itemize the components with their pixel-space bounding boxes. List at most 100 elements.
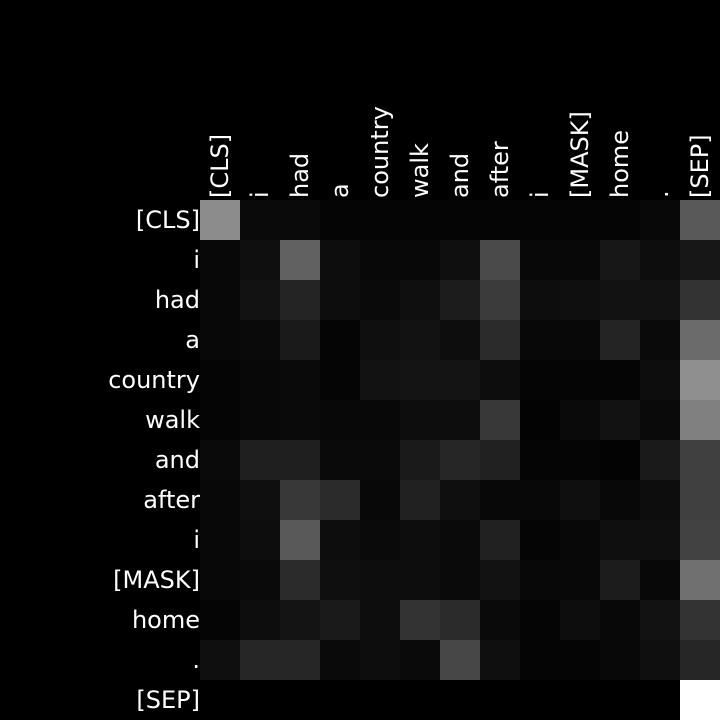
heatmap-cell bbox=[520, 280, 560, 320]
heatmap-cell bbox=[480, 440, 520, 480]
heatmap-cell bbox=[360, 320, 400, 360]
heatmap-cell bbox=[560, 440, 600, 480]
heatmap-cell bbox=[200, 440, 240, 480]
heatmap-cell bbox=[520, 200, 560, 240]
y-tick-label: walk bbox=[145, 406, 200, 434]
heatmap-cell bbox=[440, 200, 480, 240]
x-tick-label: home bbox=[606, 130, 634, 198]
heatmap-cell bbox=[640, 440, 680, 480]
heatmap-cell bbox=[360, 680, 400, 720]
heatmap-cell bbox=[440, 240, 480, 280]
heatmap-cell bbox=[480, 600, 520, 640]
heatmap-cell bbox=[320, 280, 360, 320]
heatmap-cell bbox=[200, 280, 240, 320]
x-tick-label: . bbox=[646, 190, 674, 198]
heatmap-cell bbox=[600, 480, 640, 520]
heatmap-cell bbox=[360, 360, 400, 400]
heatmap-cell bbox=[280, 400, 320, 440]
x-tick-label: [MASK] bbox=[566, 111, 594, 198]
heatmap-cell bbox=[360, 560, 400, 600]
heatmap-cell bbox=[280, 640, 320, 680]
heatmap-cell bbox=[680, 560, 720, 600]
heatmap-cell bbox=[480, 400, 520, 440]
heatmap-cell bbox=[640, 240, 680, 280]
heatmap-cell bbox=[320, 360, 360, 400]
heatmap-cell bbox=[400, 200, 440, 240]
y-tick-label: country bbox=[108, 366, 200, 394]
heatmap-cell bbox=[680, 280, 720, 320]
heatmap-cell bbox=[560, 560, 600, 600]
heatmap-cell bbox=[680, 400, 720, 440]
heatmap-cell bbox=[640, 520, 680, 560]
heatmap-cell bbox=[440, 640, 480, 680]
heatmap-cell bbox=[600, 280, 640, 320]
heatmap-cell bbox=[400, 600, 440, 640]
heatmap-cell bbox=[600, 680, 640, 720]
heatmap-cell bbox=[400, 280, 440, 320]
heatmap-cell bbox=[400, 560, 440, 600]
heatmap-cell bbox=[480, 240, 520, 280]
heatmap-cell bbox=[480, 520, 520, 560]
y-tick-label: home bbox=[132, 606, 200, 634]
heatmap-cell bbox=[320, 200, 360, 240]
heatmap-cell bbox=[200, 200, 240, 240]
heatmap-cell bbox=[600, 240, 640, 280]
heatmap-cell bbox=[400, 360, 440, 400]
heatmap-cell bbox=[440, 560, 480, 600]
heatmap-cell bbox=[600, 520, 640, 560]
heatmap-cell bbox=[200, 360, 240, 400]
heatmap-cell bbox=[360, 520, 400, 560]
heatmap-cell bbox=[680, 200, 720, 240]
heatmap-cell bbox=[480, 280, 520, 320]
heatmap-cell bbox=[640, 400, 680, 440]
heatmap-cell bbox=[440, 400, 480, 440]
heatmap-cell bbox=[600, 200, 640, 240]
heatmap-cell bbox=[480, 200, 520, 240]
y-tick-label: and bbox=[155, 446, 200, 474]
heatmap-cell bbox=[640, 200, 680, 240]
heatmap-cell bbox=[200, 600, 240, 640]
heatmap-cell bbox=[680, 520, 720, 560]
heatmap-cell bbox=[200, 560, 240, 600]
heatmap-cell bbox=[240, 320, 280, 360]
heatmap-cell bbox=[480, 360, 520, 400]
heatmap-cell bbox=[480, 320, 520, 360]
y-tick-label: i bbox=[193, 526, 200, 554]
heatmap-cell bbox=[240, 400, 280, 440]
heatmap-cell bbox=[520, 360, 560, 400]
heatmap-cell bbox=[480, 680, 520, 720]
heatmap-cell bbox=[400, 440, 440, 480]
y-tick-label: [MASK] bbox=[113, 566, 200, 594]
y-tick-label: [SEP] bbox=[136, 686, 200, 714]
heatmap-cell bbox=[560, 640, 600, 680]
heatmap-cell bbox=[320, 440, 360, 480]
heatmap-cell bbox=[560, 320, 600, 360]
heatmap-cell bbox=[200, 240, 240, 280]
heatmap-cell bbox=[240, 440, 280, 480]
heatmap-cell bbox=[240, 680, 280, 720]
heatmap-cell bbox=[600, 320, 640, 360]
y-tick-labels: [CLS] i had a country walk and after i [MASK] home… bbox=[108, 206, 200, 714]
x-tick-label: and bbox=[446, 153, 474, 198]
heatmap-cell bbox=[640, 600, 680, 640]
heatmap-cell bbox=[360, 400, 400, 440]
heatmap-cell bbox=[600, 640, 640, 680]
heatmap-cell bbox=[400, 520, 440, 560]
y-tick-label: a bbox=[185, 326, 200, 354]
heatmap-cell bbox=[400, 240, 440, 280]
heatmap-cell bbox=[240, 640, 280, 680]
heatmap-cell bbox=[400, 480, 440, 520]
heatmap-cell bbox=[440, 360, 480, 400]
heatmap-cell bbox=[680, 600, 720, 640]
heatmap-cell bbox=[640, 360, 680, 400]
heatmap-cell bbox=[520, 240, 560, 280]
heatmap-cell bbox=[520, 480, 560, 520]
heatmap-cell bbox=[320, 640, 360, 680]
heatmap-cell bbox=[560, 520, 600, 560]
heatmap-cell bbox=[360, 440, 400, 480]
heatmap-cell bbox=[600, 600, 640, 640]
heatmap-cell bbox=[640, 320, 680, 360]
heatmap-cell bbox=[200, 640, 240, 680]
heatmap-cell bbox=[680, 480, 720, 520]
